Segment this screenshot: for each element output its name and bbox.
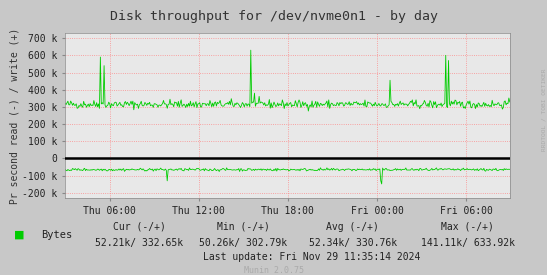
Text: Cur (-/+): Cur (-/+)	[113, 222, 166, 232]
Text: RRDTOOL / TOBI OETIKER: RRDTOOL / TOBI OETIKER	[542, 69, 546, 151]
Text: 52.34k/ 330.76k: 52.34k/ 330.76k	[309, 238, 397, 248]
Text: ■: ■	[14, 230, 24, 240]
Text: 52.21k/ 332.65k: 52.21k/ 332.65k	[95, 238, 184, 248]
Text: Avg (-/+): Avg (-/+)	[327, 222, 379, 232]
Y-axis label: Pr second read (-) / write (+): Pr second read (-) / write (+)	[9, 28, 20, 204]
Text: Disk throughput for /dev/nvme0n1 - by day: Disk throughput for /dev/nvme0n1 - by da…	[109, 10, 438, 23]
Text: Min (-/+): Min (-/+)	[217, 222, 270, 232]
Text: Bytes: Bytes	[41, 230, 72, 240]
Text: Munin 2.0.75: Munin 2.0.75	[243, 266, 304, 274]
Text: 50.26k/ 302.79k: 50.26k/ 302.79k	[199, 238, 288, 248]
Text: 141.11k/ 633.92k: 141.11k/ 633.92k	[421, 238, 515, 248]
Text: Last update: Fri Nov 29 11:35:14 2024: Last update: Fri Nov 29 11:35:14 2024	[203, 252, 421, 262]
Text: Max (-/+): Max (-/+)	[441, 222, 494, 232]
